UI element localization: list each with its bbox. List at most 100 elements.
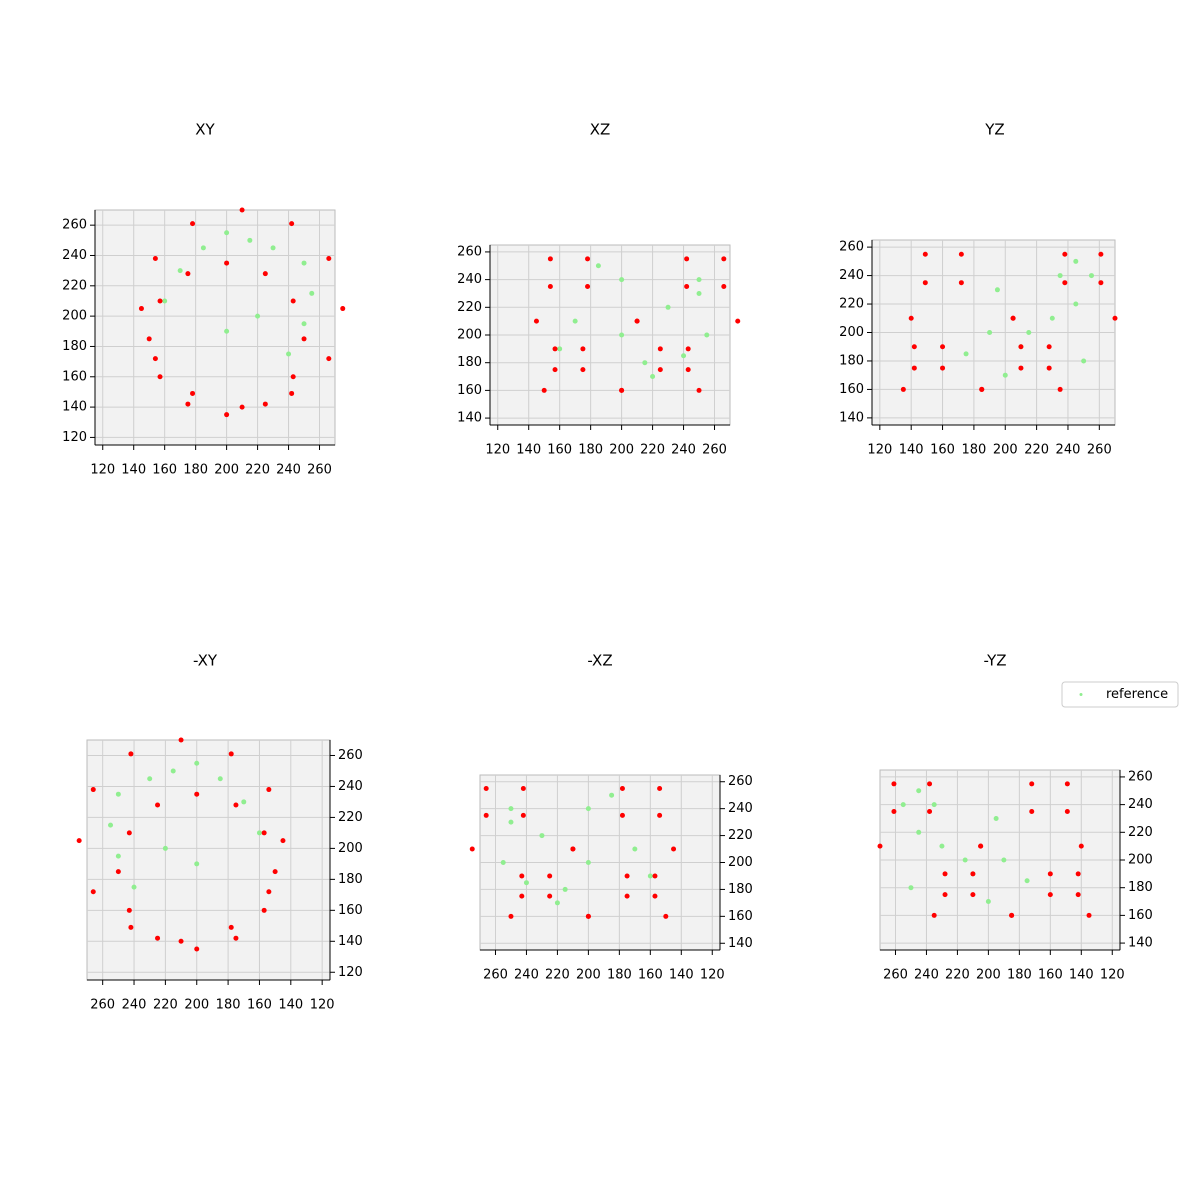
x-tick-label: 240 bbox=[914, 968, 939, 983]
x-tick-label: 120 bbox=[1100, 968, 1125, 983]
point bbox=[552, 346, 558, 352]
point bbox=[115, 869, 121, 875]
point bbox=[270, 245, 276, 251]
x-tick-label: 160 bbox=[247, 998, 272, 1013]
point bbox=[650, 374, 656, 380]
y-tick-label: 200 bbox=[62, 309, 87, 324]
point bbox=[1046, 365, 1052, 371]
point bbox=[985, 899, 991, 905]
point bbox=[1024, 878, 1030, 884]
y-tick-label: 200 bbox=[728, 855, 753, 870]
point bbox=[1047, 871, 1053, 877]
point bbox=[508, 819, 514, 825]
y-tick-label: 200 bbox=[457, 328, 482, 343]
point bbox=[547, 256, 553, 262]
point bbox=[326, 356, 332, 362]
point bbox=[1010, 315, 1016, 321]
point bbox=[152, 356, 158, 362]
point bbox=[1078, 843, 1084, 849]
view-title: -XY bbox=[193, 652, 218, 670]
point bbox=[261, 907, 267, 913]
x-tick-label: 220 bbox=[545, 968, 570, 983]
view-title: YZ bbox=[984, 121, 1004, 139]
x-tick-label: 200 bbox=[214, 463, 239, 478]
point bbox=[619, 785, 625, 791]
point bbox=[1088, 273, 1094, 279]
view-title: -YZ bbox=[983, 652, 1006, 670]
point bbox=[508, 913, 514, 919]
point bbox=[178, 938, 184, 944]
x-tick-label: 220 bbox=[945, 968, 970, 983]
point bbox=[908, 315, 914, 321]
point bbox=[891, 781, 897, 787]
y-tick-label: 240 bbox=[338, 779, 363, 794]
point bbox=[261, 830, 267, 836]
point bbox=[239, 207, 245, 213]
point bbox=[572, 318, 578, 324]
y-tick-label: 180 bbox=[1128, 880, 1153, 895]
x-tick-label: 200 bbox=[976, 968, 1001, 983]
x-tick-label: 180 bbox=[183, 463, 208, 478]
point bbox=[1001, 857, 1007, 863]
y-tick-label: 240 bbox=[728, 801, 753, 816]
point bbox=[696, 290, 702, 296]
point bbox=[993, 815, 999, 821]
point bbox=[483, 812, 489, 818]
point bbox=[1098, 280, 1104, 286]
point bbox=[657, 812, 663, 818]
point bbox=[657, 367, 663, 373]
y-tick-label: 160 bbox=[839, 382, 864, 397]
point bbox=[1075, 892, 1081, 898]
point bbox=[939, 843, 945, 849]
x-tick-label: 160 bbox=[152, 463, 177, 478]
x-tick-label: 200 bbox=[576, 968, 601, 983]
point bbox=[131, 884, 137, 890]
point bbox=[547, 893, 553, 899]
x-tick-label: 120 bbox=[700, 968, 725, 983]
y-tick-label: 200 bbox=[338, 841, 363, 856]
point bbox=[570, 846, 576, 852]
point bbox=[155, 935, 161, 941]
point bbox=[900, 386, 906, 392]
point bbox=[547, 873, 553, 879]
x-tick-label: 180 bbox=[961, 443, 986, 458]
x-tick-label: 180 bbox=[1007, 968, 1032, 983]
x-tick-label: 240 bbox=[514, 968, 539, 983]
point bbox=[539, 833, 545, 839]
point bbox=[927, 809, 933, 815]
point bbox=[978, 843, 984, 849]
point bbox=[266, 787, 272, 793]
y-tick-label: 160 bbox=[457, 383, 482, 398]
point bbox=[1062, 251, 1068, 257]
y-tick-label: 220 bbox=[839, 297, 864, 312]
point bbox=[301, 260, 307, 266]
point bbox=[138, 306, 144, 312]
point bbox=[657, 346, 663, 352]
point bbox=[1047, 892, 1053, 898]
y-tick-label: 200 bbox=[1128, 853, 1153, 868]
x-tick-label: 240 bbox=[1056, 443, 1081, 458]
y-tick-label: 180 bbox=[62, 339, 87, 354]
point bbox=[1018, 344, 1024, 350]
point bbox=[190, 390, 196, 396]
x-tick-label: 160 bbox=[638, 968, 663, 983]
x-tick-label: 140 bbox=[278, 998, 303, 1013]
x-tick-label: 160 bbox=[547, 443, 572, 458]
point bbox=[554, 900, 560, 906]
point bbox=[922, 280, 928, 286]
point bbox=[657, 785, 663, 791]
point bbox=[519, 893, 525, 899]
point bbox=[1002, 372, 1008, 378]
view-title: XY bbox=[195, 121, 215, 139]
x-tick-label: 140 bbox=[669, 968, 694, 983]
point bbox=[721, 256, 727, 262]
point bbox=[585, 256, 591, 262]
point bbox=[585, 860, 591, 865]
point bbox=[228, 924, 234, 930]
point bbox=[194, 861, 200, 867]
point bbox=[301, 321, 307, 327]
point bbox=[580, 367, 586, 373]
point bbox=[128, 924, 134, 930]
x-tick-label: 140 bbox=[1069, 968, 1094, 983]
point bbox=[911, 344, 917, 350]
